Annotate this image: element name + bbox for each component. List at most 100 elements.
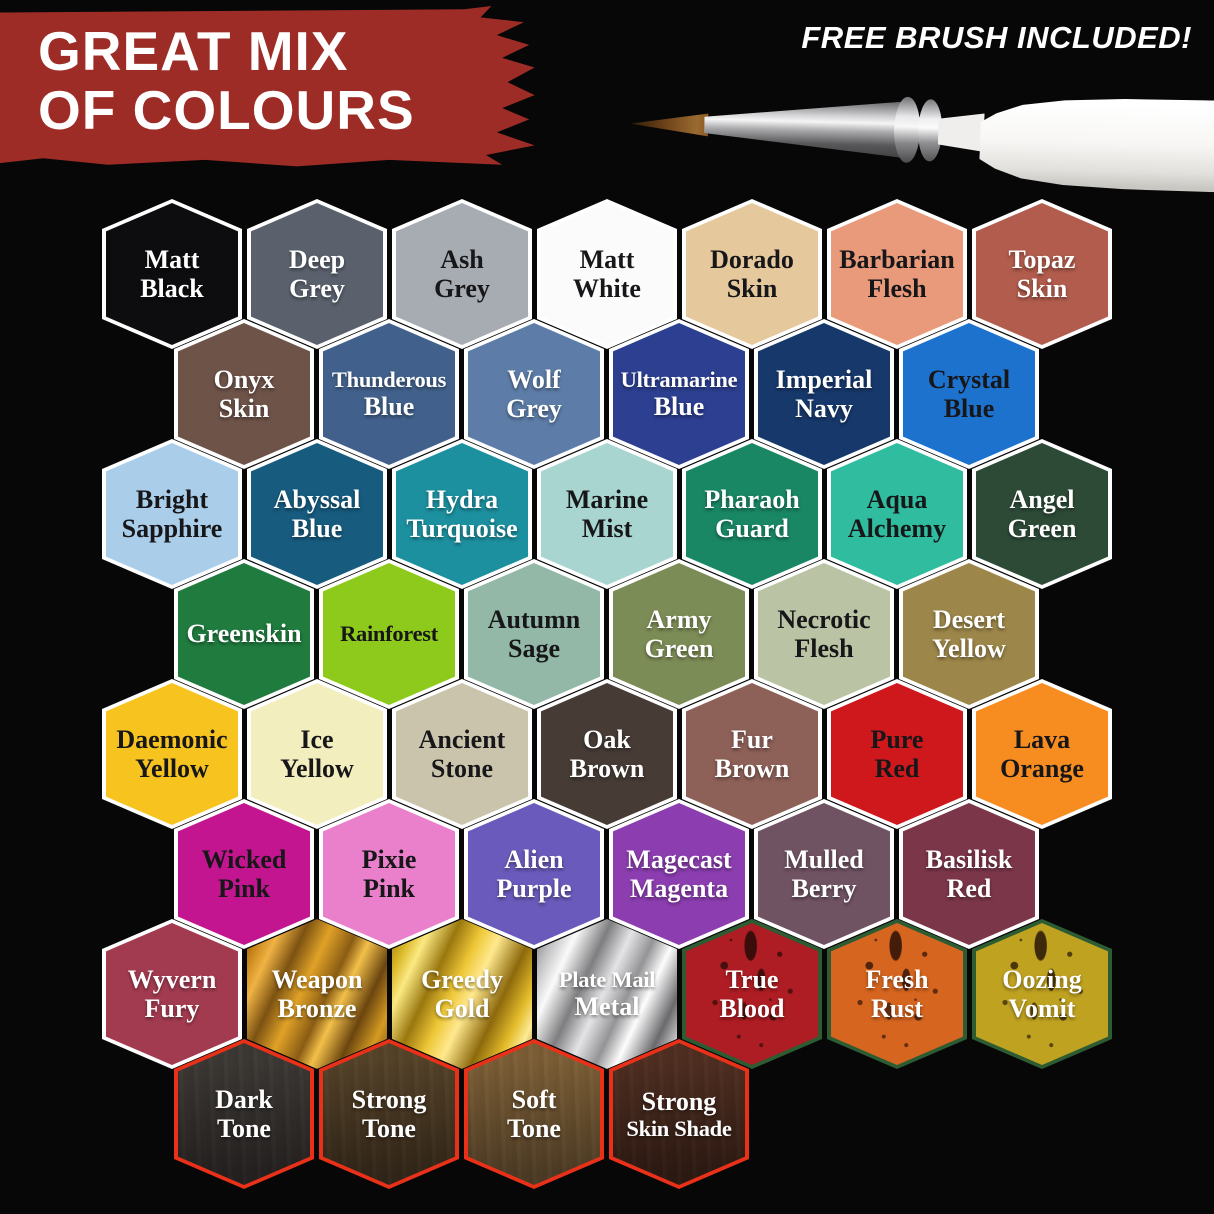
hex-swatch-army-green: Army Green [609, 559, 749, 709]
hex-swatch-ash-grey: Ash Grey [392, 199, 532, 349]
hex-label: Fresh Rust [865, 964, 929, 1023]
hex-swatch-crystal-blue: Crystal Blue [899, 319, 1039, 469]
hex-fill: Hydra Turquoise [396, 443, 528, 585]
hex-fill: Basilisk Red [903, 803, 1035, 945]
hex-label: Topaz Skin [1008, 244, 1076, 303]
hex-swatch-hydra-turquoise: Hydra Turquoise [392, 439, 532, 589]
hex-swatch-thunderous-blue: Thunderous Blue [319, 319, 459, 469]
hex-fill: Fur Brown [686, 683, 818, 825]
hex-fill: Dark Tone [178, 1043, 310, 1185]
hex-swatch-alien-purple: Alien Purple [464, 799, 604, 949]
hex-swatch-fur-brown: Fur Brown [682, 679, 822, 829]
hex-label: Pharaoh Guard [704, 484, 800, 543]
hex-fill: Imperial Navy [758, 323, 890, 465]
hex-swatch-greenskin: Greenskin [174, 559, 314, 709]
hex-label: Wolf Grey [506, 364, 562, 423]
hex-label: Abyssal Blue [273, 484, 361, 543]
hex-label: Imperial Navy [775, 364, 873, 423]
hex-swatch-necrotic-flesh: Necrotic Flesh [754, 559, 894, 709]
hex-fill: Matt White [541, 203, 673, 345]
hex-swatch-oak-brown: Oak Brown [537, 679, 677, 829]
hex-swatch-lava-orange: Lava Orange [972, 679, 1112, 829]
hex-label: Hydra Turquoise [406, 484, 518, 543]
hex-fill: Autumn Sage [468, 563, 600, 705]
hex-label: Greenskin [186, 619, 302, 649]
hex-fill: Abyssal Blue [251, 443, 383, 585]
hex-fill: Oozing Vomit [976, 923, 1108, 1065]
hex-label: Angel Green [1007, 484, 1077, 543]
hex-label: Ultramarine Blue [620, 366, 738, 422]
hex-label: Weapon Bronze [271, 964, 363, 1023]
hex-fill: Weapon Bronze [247, 919, 387, 1069]
hex-fill: Mulled Berry [758, 803, 890, 945]
free-brush-label: FREE BRUSH INCLUDED! [801, 20, 1192, 55]
hex-fill: Greenskin [178, 563, 310, 705]
hex-label: Dark Tone [215, 1084, 273, 1143]
hex-fill: Ancient Stone [396, 683, 528, 825]
hex-swatch-soft-tone: Soft Tone [464, 1039, 604, 1189]
hex-label: Aqua Alchemy [847, 484, 947, 543]
hex-fill: Rainforest [323, 563, 455, 705]
hex-fill: Ice Yellow [251, 683, 383, 825]
hex-fill: Pure Red [831, 683, 963, 825]
hex-swatch-ancient-stone: Ancient Stone [392, 679, 532, 829]
hex-fill: Wolf Grey [468, 323, 600, 465]
hex-swatch-onyx-skin: Onyx Skin [174, 319, 314, 469]
hex-label: Pixie Pink [361, 844, 417, 903]
hex-swatch-ultramarine-blue: Ultramarine Blue [609, 319, 749, 469]
hex-label: Wyvern Fury [127, 964, 217, 1023]
hex-swatch-wicked-pink: Wicked Pink [174, 799, 314, 949]
hex-label: Autumn Sage [487, 604, 581, 663]
hex-label: True Blood [719, 964, 785, 1023]
hex-fill: Fresh Rust [831, 923, 963, 1065]
hex-fill: Daemonic Yellow [106, 683, 238, 825]
hex-swatch-fresh-rust: Fresh Rust [827, 919, 967, 1069]
hex-label: Crystal Blue [927, 364, 1011, 423]
hex-label: Plate Mail Metal [558, 966, 656, 1022]
hex-swatch-plate-mail-metal: Plate Mail Metal [537, 919, 677, 1069]
hex-label: Strong Skin Shade [626, 1086, 732, 1141]
hex-swatch-imperial-navy: Imperial Navy [754, 319, 894, 469]
title-banner: GREAT MIX OF COLOURS [0, 6, 535, 167]
hex-fill: Greedy Gold [392, 919, 532, 1069]
hex-swatch-ice-yellow: Ice Yellow [247, 679, 387, 829]
hex-fill: Army Green [613, 563, 745, 705]
hex-swatch-magecast-magenta: Magecast Magenta [609, 799, 749, 949]
hex-swatch-weapon-bronze: Weapon Bronze [247, 919, 387, 1069]
hex-swatch-abyssal-blue: Abyssal Blue [247, 439, 387, 589]
hex-label: Ice Yellow [280, 724, 354, 783]
title-line-2: OF COLOURS [38, 78, 415, 141]
hex-label: Deep Grey [288, 244, 346, 303]
hex-fill: Thunderous Blue [323, 323, 455, 465]
hex-label: Pure Red [870, 724, 924, 783]
hex-swatch-strong-tone: Strong Tone [319, 1039, 459, 1189]
hex-fill: Strong Tone [323, 1043, 455, 1185]
hex-label: Daemonic Yellow [116, 724, 228, 783]
hex-swatch-wolf-grey: Wolf Grey [464, 319, 604, 469]
hex-swatch-bright-sapphire: Bright Sapphire [102, 439, 242, 589]
hex-swatch-dark-tone: Dark Tone [174, 1039, 314, 1189]
hex-label: Desert Yellow [932, 604, 1006, 663]
hex-fill: Dorado Skin [686, 203, 818, 345]
hex-fill: Ash Grey [396, 203, 528, 345]
page-title: GREAT MIX OF COLOURS [0, 6, 535, 141]
hex-swatch-matt-black: Matt Black [102, 199, 242, 349]
hex-fill: Onyx Skin [178, 323, 310, 465]
hex-fill: Topaz Skin [976, 203, 1108, 345]
hex-swatch-true-blood: True Blood [682, 919, 822, 1069]
hex-fill: Bright Sapphire [106, 443, 238, 585]
hex-label: Onyx Skin [213, 364, 275, 423]
hex-label: Wicked Pink [201, 844, 287, 903]
hex-fill: Matt Black [106, 203, 238, 345]
hex-fill: Angel Green [976, 443, 1108, 585]
hex-fill: Deep Grey [251, 203, 383, 345]
hex-fill: Plate Mail Metal [537, 919, 677, 1069]
hex-fill: Oak Brown [541, 683, 673, 825]
hex-label: Oak Brown [569, 724, 645, 783]
hex-fill: Crystal Blue [903, 323, 1035, 465]
hex-label: Alien Purple [496, 844, 572, 903]
hex-label: Army Green [644, 604, 714, 663]
hex-swatch-strong-skin-shade: Strong Skin Shade [609, 1039, 749, 1189]
